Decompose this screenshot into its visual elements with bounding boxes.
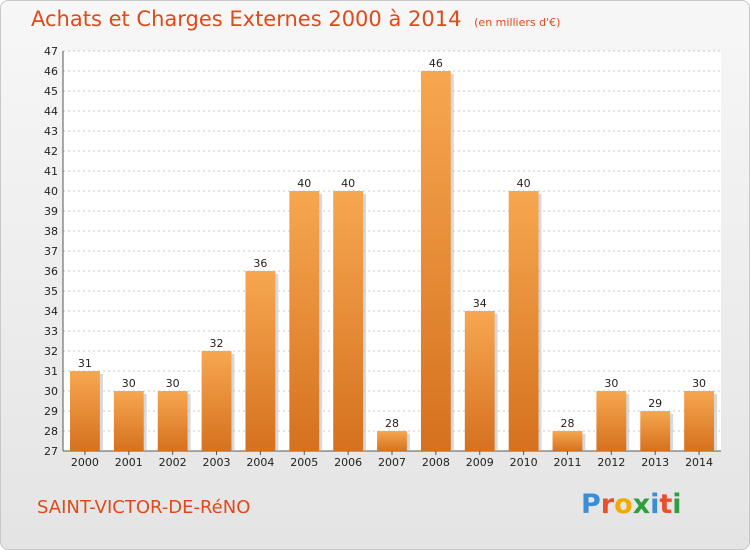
logo-letter: r (600, 489, 615, 520)
x-tick-label-2001: 2001 (115, 456, 143, 469)
bar-2006 (333, 191, 364, 451)
y-tick-label: 29 (44, 405, 58, 418)
proxiti-logo: Proxiti (581, 489, 682, 520)
data-label-2002: 30 (166, 377, 180, 390)
y-tick-label: 41 (44, 165, 58, 178)
x-tick-label-2006: 2006 (334, 456, 362, 469)
chart-title-text: Achats et Charges Externes 2000 à 2014 (31, 7, 462, 31)
data-label-2007: 28 (385, 417, 399, 430)
logo-letter: o (614, 489, 633, 520)
y-tick-label: 36 (44, 265, 58, 278)
bar-2004 (245, 271, 276, 451)
bar-2002 (157, 391, 188, 451)
y-tick-label: 30 (44, 385, 58, 398)
y-tick-label: 47 (44, 45, 58, 58)
y-tick-label: 39 (44, 205, 58, 218)
x-tick-label-2004: 2004 (246, 456, 274, 469)
data-label-2000: 31 (78, 357, 92, 370)
logo-letter: P (581, 489, 601, 520)
logo-letter: i (672, 489, 682, 520)
bar-2013 (640, 411, 671, 451)
y-tick-label: 31 (44, 365, 58, 378)
chart-title: Achats et Charges Externes 2000 à 2014 (… (31, 7, 560, 31)
data-label-2013: 29 (648, 397, 662, 410)
data-label-2003: 32 (210, 337, 224, 350)
data-label-2014: 30 (692, 377, 706, 390)
x-tick-label-2007: 2007 (378, 456, 406, 469)
x-tick-label-2012: 2012 (597, 456, 625, 469)
data-label-2006: 40 (341, 177, 355, 190)
y-tick-label: 37 (44, 245, 58, 258)
bar-2008 (420, 71, 451, 451)
x-tick-label-2010: 2010 (510, 456, 538, 469)
data-label-2005: 40 (297, 177, 311, 190)
bar-2005 (289, 191, 320, 451)
data-label-2004: 36 (253, 257, 267, 270)
data-label-2010: 40 (517, 177, 531, 190)
y-tick-label: 34 (44, 305, 58, 318)
data-label-2008: 46 (429, 57, 443, 70)
x-tick-label-2000: 2000 (71, 456, 99, 469)
logo-letter: x (632, 489, 651, 520)
grid (62, 50, 721, 455)
bars (70, 71, 717, 451)
y-tick-label: 43 (44, 125, 58, 138)
x-tick-label-2005: 2005 (290, 456, 318, 469)
y-tick-label: 32 (44, 345, 58, 358)
x-tick-label-2008: 2008 (422, 456, 450, 469)
x-tick-label-2003: 2003 (203, 456, 231, 469)
logo-letter: i (650, 489, 660, 520)
bar-2009 (464, 311, 495, 451)
x-tick-label-2002: 2002 (159, 456, 187, 469)
y-tick-label: 33 (44, 325, 58, 338)
bar-2012 (596, 391, 627, 451)
data-label-2012: 30 (604, 377, 618, 390)
y-tick-label: 38 (44, 225, 58, 238)
data-label-2011: 28 (560, 417, 574, 430)
bar-2011 (552, 431, 583, 451)
y-tick-label: 35 (44, 285, 58, 298)
bar-2014 (684, 391, 714, 451)
y-tick-label: 45 (44, 85, 58, 98)
y-tick-label: 46 (44, 65, 58, 78)
bar-2003 (201, 351, 232, 451)
labels: 27 28 29 30 31 32 33 34 35 36 37 38 39 40 41 42 43 44 45 46… (44, 45, 713, 469)
x-tick-label-2011: 2011 (553, 456, 581, 469)
data-label-2009: 34 (473, 297, 487, 310)
plot-area (63, 51, 721, 451)
bar-2007 (377, 431, 407, 451)
logo-letter: t (659, 489, 673, 520)
chart-subtitle: (en milliers d'€) (474, 16, 561, 29)
commune-name: SAINT-VICTOR-DE-RéNO (37, 497, 251, 518)
x-tick-label-2009: 2009 (466, 456, 494, 469)
bar-2001 (113, 391, 144, 451)
y-tick-label: 27 (44, 445, 58, 458)
bar-2000 (70, 371, 100, 451)
bar-2010 (508, 191, 539, 451)
data-label-2001: 30 (122, 377, 136, 390)
y-tick-label: 42 (44, 145, 58, 158)
y-tick-label: 44 (44, 105, 58, 118)
y-tick-label: 28 (44, 425, 58, 438)
x-tick-label-2013: 2013 (641, 456, 669, 469)
x-tick-label-2014: 2014 (685, 456, 713, 469)
y-tick-label: 40 (44, 185, 58, 198)
